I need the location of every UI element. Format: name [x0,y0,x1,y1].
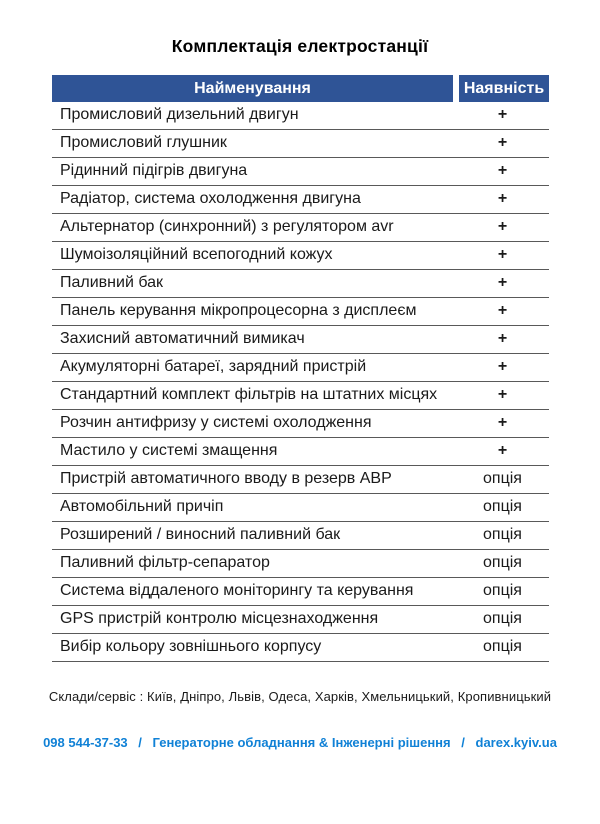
footer-separator: / [461,735,465,750]
footer-separator: / [138,735,142,750]
availability-value: + [456,325,549,354]
equipment-name: Промисловий дизельний двигун [52,102,456,130]
table-row: Система віддаленого моніторингу та керув… [52,577,549,606]
table-row: Захисний автоматичний вимикач + [52,325,549,354]
equipment-name: Альтернатор (синхронний) з регулятором a… [52,213,456,242]
availability-value: опція [456,577,549,606]
equipment-name: Мастило у системі змащення [52,437,456,466]
equipment-name: Шумоізоляційний всепогодний кожух [52,241,456,270]
table-row: Альтернатор (синхронний) з регулятором a… [52,213,549,242]
column-header-name: Найменування [52,75,459,102]
equipment-name: Пристрій автоматичного вводу в резерв АВ… [52,465,456,494]
table-row: Вибір кольору зовнішнього корпусу опція [52,633,549,662]
table-row: Мастило у системі змащення + [52,437,549,466]
availability-value: + [456,437,549,466]
equipment-name: Радіатор, система охолодження двигуна [52,185,456,214]
availability-value: + [456,129,549,158]
availability-value: + [456,185,549,214]
table-row: Шумоізоляційний всепогодний кожух + [52,241,549,270]
column-header-availability: Наявність [456,75,549,102]
equipment-name: Панель керування мікропроцесорна з диспл… [52,297,456,326]
table-row: Розширений / виносний паливний бак опція [52,521,549,550]
equipment-table: Найменування Наявність Промисловий дизел… [52,75,549,662]
availability-value: опція [456,521,549,550]
availability-value: опція [456,633,549,662]
availability-value: + [456,297,549,326]
equipment-name: Система віддаленого моніторингу та керув… [52,577,456,606]
table-row: Промисловий глушник + [52,129,549,158]
table-row: Автомобільний причіп опція [52,493,549,522]
table-row: Стандартний комплект фільтрів на штатних… [52,381,549,410]
equipment-name: Захисний автоматичний вимикач [52,325,456,354]
availability-value: + [456,241,549,270]
availability-value: + [456,269,549,298]
website-url: darex.kyiv.ua [475,735,557,750]
company-tagline: Генераторне обладнання & Інженерні рішен… [152,735,451,750]
page-title: Комплектація електростанції [171,36,429,56]
table-row: Розчин антифризу у системі охолодження + [52,409,549,438]
equipment-name: Вибір кольору зовнішнього корпусу [52,633,456,662]
availability-value: опція [456,605,549,634]
equipment-name: Паливний фільтр-сепаратор [52,549,456,578]
availability-value: + [456,381,549,410]
table-row: Панель керування мікропроцесорна з диспл… [52,297,549,326]
equipment-name: Акумуляторні батареї, зарядний пристрій [52,353,456,382]
equipment-name: Рідинний підігрів двигуна [52,157,456,186]
availability-value: + [456,213,549,242]
table-row: Промисловий дизельний двигун + [52,102,549,130]
equipment-name: Автомобільний причіп [52,493,456,522]
equipment-name: Розширений / виносний паливний бак [52,521,456,550]
table-row: Рідинний підігрів двигуна + [52,157,549,186]
availability-value: опція [456,549,549,578]
availability-value: + [456,409,549,438]
availability-value: + [456,157,549,186]
table-row: Пристрій автоматичного вводу в резерв АВ… [52,465,549,494]
availability-value: опція [456,465,549,494]
equipment-name: Паливний бак [52,269,456,298]
equipment-name: GPS пристрій контролю місцезнаходження [52,605,456,634]
equipment-name: Стандартний комплект фільтрів на штатних… [52,381,456,410]
availability-value: опція [456,493,549,522]
equipment-name: Розчин антифризу у системі охолодження [52,409,456,438]
equipment-table-body: Промисловий дизельний двигун + Промислов… [52,102,549,662]
table-header-row: Найменування Наявність [52,75,549,102]
table-row: Радіатор, система охолодження двигуна + [52,185,549,214]
phone-number: 098 544-37-33 [43,735,128,750]
table-row: Паливний фільтр-сепаратор опція [52,549,549,578]
service-locations-line: Склади/сервіс : Київ, Дніпро, Львів, Оде… [48,689,552,704]
equipment-name: Промисловий глушник [52,129,456,158]
availability-value: + [456,102,549,130]
table-row: Паливний бак + [52,269,549,298]
contact-footer: 098 544-37-33 / Генераторне обладнання &… [0,735,600,750]
table-row: Акумуляторні батареї, зарядний пристрій … [52,353,549,382]
table-row: GPS пристрій контролю місцезнаходження о… [52,605,549,634]
availability-value: + [456,353,549,382]
